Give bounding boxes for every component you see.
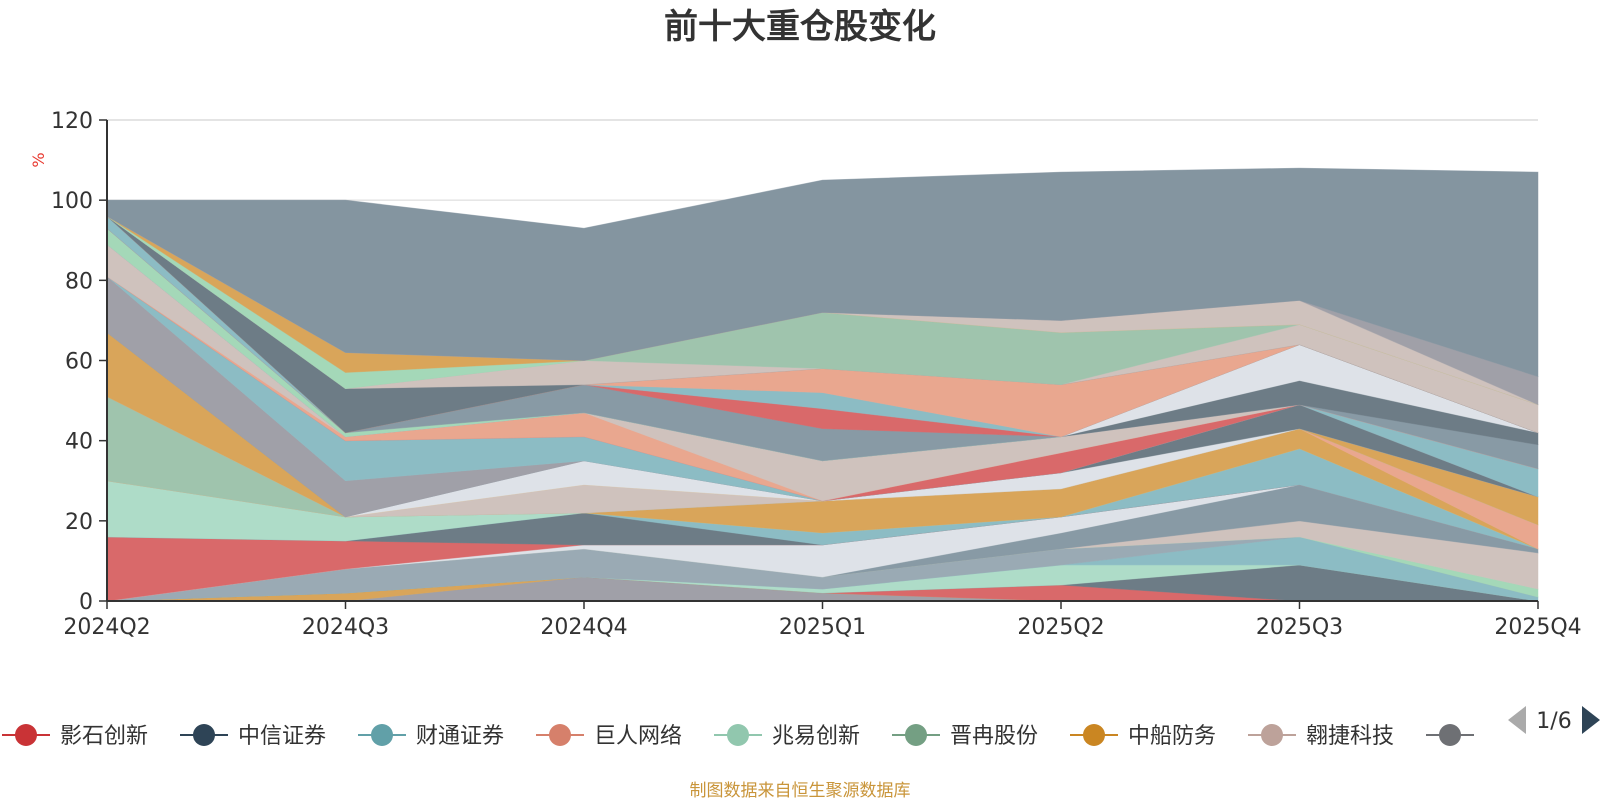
y-axis-unit: %	[29, 152, 48, 167]
legend-label: 巨人网络	[594, 724, 682, 749]
y-tick-label: 80	[65, 269, 93, 294]
legend-item-8[interactable]	[1426, 724, 1474, 746]
y-tick-label: 20	[65, 510, 93, 535]
legend-marker-icon	[727, 724, 749, 746]
x-tick-label: 2024Q2	[63, 615, 150, 640]
legend-marker-icon	[371, 724, 393, 746]
x-tick-label: 2025Q4	[1494, 615, 1581, 640]
x-tick-label: 2025Q1	[779, 615, 866, 640]
legend-label: 兆易创新	[772, 724, 860, 749]
stacked-areas	[106, 167, 1539, 602]
legend-item-4[interactable]: 兆易创新	[714, 724, 860, 749]
legend-marker-icon	[1439, 724, 1461, 746]
legend-item-5[interactable]: 晋冉股份	[892, 724, 1038, 749]
legend-marker-icon	[1261, 724, 1283, 746]
legend-label: 中信证券	[238, 724, 326, 749]
legend-marker-icon	[905, 724, 927, 746]
pager-label: 1/6	[1536, 709, 1571, 734]
x-tick-label: 2024Q4	[540, 615, 627, 640]
y-tick-label: 100	[51, 189, 93, 214]
legend-item-1[interactable]: 中信证券	[180, 724, 326, 749]
data-source-note: 制图数据来自恒生聚源数据库	[690, 781, 911, 800]
chart-title: 前十大重仓股变化	[664, 7, 936, 47]
legend-label: 财通证券	[416, 724, 504, 749]
legend[interactable]: 影石创新 中信证券 财通证券 巨人网络 兆易创新 晋冉股份 中船防务 翱捷科技	[2, 724, 1474, 749]
x-tick-label: 2025Q3	[1256, 615, 1343, 640]
legend-marker-icon	[549, 724, 571, 746]
legend-item-2[interactable]: 财通证券	[358, 724, 504, 749]
area-band-42	[106, 167, 1539, 378]
y-tick-label: 0	[79, 590, 93, 615]
y-axis-ticks: 0 20 40 60 80 100 120	[51, 109, 107, 615]
y-tick-label: 60	[65, 350, 93, 375]
pager-next-icon[interactable]	[1582, 706, 1600, 734]
legend-item-7[interactable]: 翱捷科技	[1248, 724, 1394, 749]
legend-label: 晋冉股份	[950, 724, 1038, 749]
legend-pager: 1/6	[1508, 706, 1600, 734]
legend-marker-icon	[193, 724, 215, 746]
legend-label: 影石创新	[60, 724, 148, 749]
legend-item-0[interactable]: 影石创新	[2, 724, 148, 749]
pager-prev-icon[interactable]	[1508, 706, 1526, 734]
legend-label: 翱捷科技	[1306, 724, 1394, 749]
x-tick-label: 2025Q2	[1017, 615, 1104, 640]
legend-marker-icon	[15, 724, 37, 746]
x-tick-label: 2024Q3	[302, 615, 389, 640]
y-tick-label: 40	[65, 430, 93, 455]
legend-item-3[interactable]: 巨人网络	[536, 724, 682, 749]
legend-marker-icon	[1083, 724, 1105, 746]
legend-item-6[interactable]: 中船防务	[1070, 724, 1216, 749]
y-tick-label: 120	[51, 109, 93, 134]
legend-label: 中船防务	[1128, 724, 1216, 749]
x-axis-ticks: 2024Q2 2024Q3 2024Q4 2025Q1 2025Q2 2025Q3 2025…	[63, 601, 1582, 640]
